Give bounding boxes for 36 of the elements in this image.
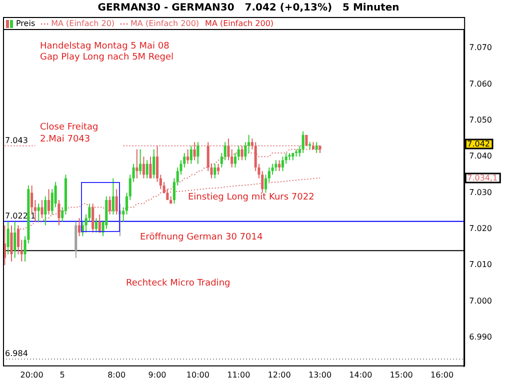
- legend-label: MA (Einfach 200): [130, 19, 200, 28]
- ref-line-label: 6.984: [5, 349, 28, 358]
- y-tick-label: 7.000: [469, 296, 492, 306]
- annotation: Rechteck Micro Trading: [126, 278, 230, 288]
- y-tick-label: 7.030: [469, 188, 492, 197]
- x-tick-label: 20:00: [20, 370, 44, 380]
- y-tick-label: 7.020: [469, 224, 492, 234]
- annotation: 2.Mai 7043: [40, 134, 90, 144]
- x-tick-label: 12:00: [268, 370, 291, 380]
- annotation: Close Freitag: [40, 122, 98, 132]
- annotation: Handelstag Montag 5 Mai 08: [40, 41, 170, 52]
- y-tick-label: 7.070: [469, 43, 492, 52]
- y-tick-label: 6.990: [469, 332, 492, 342]
- y-tick-label: 7.050: [469, 116, 492, 125]
- text: 7.034,1: [467, 174, 498, 183]
- annotation: Eröffnung German 30 7014: [140, 232, 263, 242]
- x-tick-label: 13:00: [308, 370, 332, 380]
- annotation: Einstieg Long mit Kurs 7022: [188, 192, 314, 202]
- text: MA (Einfach 200): [205, 19, 274, 28]
- x-tick-label: 9:00: [148, 370, 166, 380]
- x-tick-label: 15:00: [390, 370, 413, 380]
- x-tick-label: 5: [60, 370, 65, 380]
- x-tick-label: 8:00: [108, 370, 126, 380]
- legend-label: MA (Einfach 20): [51, 19, 115, 28]
- y-tick-label: 7.060: [469, 79, 492, 88]
- chart-title: GERMAN30 - GERMAN30 7.042 (+0,13%) 5 Minuten: [98, 2, 400, 14]
- x-tick-label: 10:00: [186, 370, 210, 380]
- annotation: 7.043: [5, 136, 28, 145]
- text: 7.042: [467, 140, 490, 149]
- legend-label: Preis: [16, 19, 36, 28]
- x-tick-label: 14:00: [349, 370, 372, 380]
- x-tick-label: 11:00: [227, 370, 250, 380]
- x-tick-label: 16:00: [430, 370, 454, 380]
- y-tick-label: 7.040: [469, 152, 492, 161]
- annotation: Gap Play Long nach 5M Regel: [40, 52, 174, 62]
- y-tick-label: 7.010: [469, 260, 492, 270]
